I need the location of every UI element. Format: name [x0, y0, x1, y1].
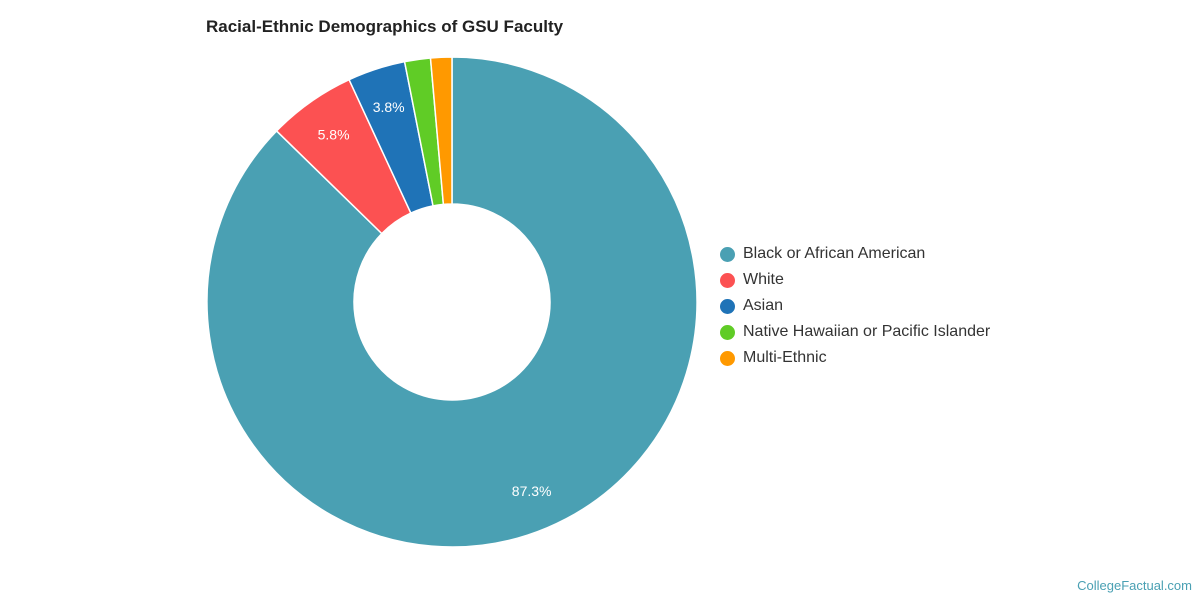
legend-item-4[interactable]: Multi-Ethnic — [720, 345, 990, 371]
legend-marker-icon — [720, 298, 735, 314]
credit-link[interactable]: CollegeFactual.com — [1077, 578, 1192, 593]
legend-label: Asian — [743, 297, 784, 314]
slice-label-2: 3.8% — [373, 99, 405, 115]
legend-item-3[interactable]: Native Hawaiian or Pacific Islander — [720, 319, 990, 345]
slice-label-0: 87.3% — [512, 483, 552, 499]
chart-title: Racial-Ethnic Demographics of GSU Facult… — [206, 17, 564, 36]
legend-label: Multi-Ethnic — [743, 349, 827, 366]
legend-label: Black or African American — [743, 245, 926, 262]
slice-0[interactable] — [206, 56, 698, 548]
slice-4[interactable] — [429, 56, 453, 206]
legend-item-1[interactable]: White — [720, 267, 990, 293]
legend-item-2[interactable]: Asian — [720, 293, 990, 319]
legend-marker-icon — [720, 272, 735, 288]
slice-label-1: 5.8% — [318, 127, 350, 143]
legend: Black or African American White Asian Nativ… — [720, 241, 990, 371]
legend-marker-icon — [720, 324, 735, 340]
legend-marker-icon — [720, 246, 735, 262]
legend-label: Native Hawaiian or Pacific Islander — [743, 323, 991, 340]
legend-item-0[interactable]: Black or African American — [720, 241, 990, 267]
legend-label: White — [743, 271, 784, 288]
legend-marker-icon — [720, 350, 735, 366]
